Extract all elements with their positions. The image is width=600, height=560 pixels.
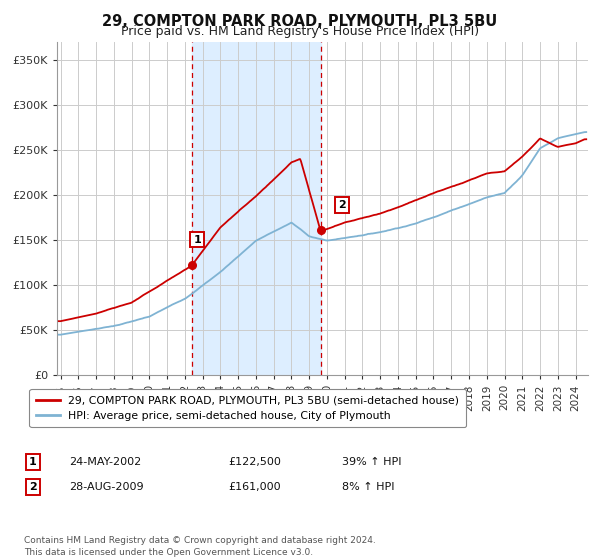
Text: 2: 2 [338, 200, 346, 210]
Text: Contains HM Land Registry data © Crown copyright and database right 2024.
This d: Contains HM Land Registry data © Crown c… [24, 536, 376, 557]
Text: £122,500: £122,500 [228, 457, 281, 467]
Text: 39% ↑ HPI: 39% ↑ HPI [342, 457, 401, 467]
Text: 1: 1 [193, 235, 201, 245]
Text: 24-MAY-2002: 24-MAY-2002 [69, 457, 141, 467]
Text: 2: 2 [29, 482, 37, 492]
Text: Price paid vs. HM Land Registry's House Price Index (HPI): Price paid vs. HM Land Registry's House … [121, 25, 479, 38]
Text: 8% ↑ HPI: 8% ↑ HPI [342, 482, 395, 492]
Text: 28-AUG-2009: 28-AUG-2009 [69, 482, 143, 492]
Text: 29, COMPTON PARK ROAD, PLYMOUTH, PL3 5BU: 29, COMPTON PARK ROAD, PLYMOUTH, PL3 5BU [103, 14, 497, 29]
Bar [192, 42, 321, 375]
Legend: 29, COMPTON PARK ROAD, PLYMOUTH, PL3 5BU (semi-detached house), HPI: Average pri: 29, COMPTON PARK ROAD, PLYMOUTH, PL3 5BU… [29, 389, 466, 427]
Text: 1: 1 [29, 457, 37, 467]
Text: £161,000: £161,000 [228, 482, 281, 492]
